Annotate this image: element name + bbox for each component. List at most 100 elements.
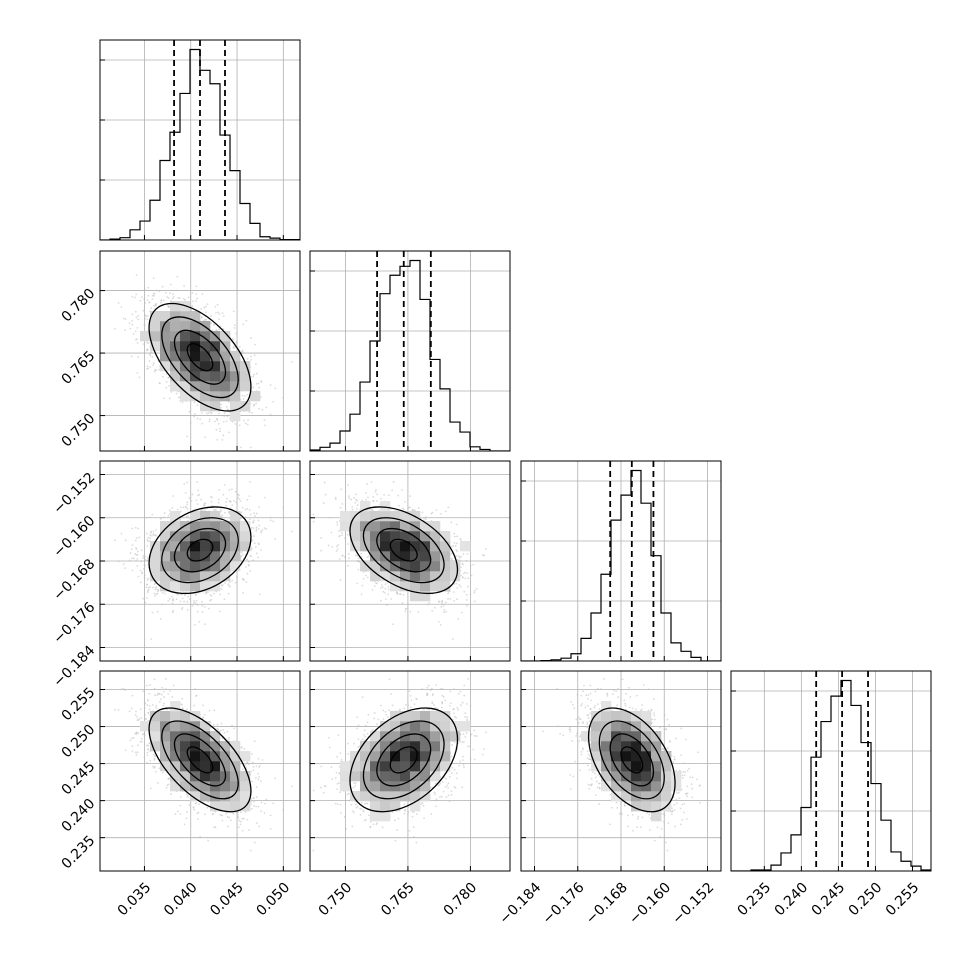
sample-point <box>214 420 216 423</box>
density-cell <box>190 321 201 332</box>
sample-point <box>249 446 252 449</box>
sample-point <box>227 414 229 417</box>
sample-point <box>131 527 134 530</box>
density-cell <box>180 351 191 362</box>
sample-point <box>153 592 156 595</box>
sample-point <box>162 299 165 302</box>
density-cell <box>170 351 181 362</box>
sample-point <box>221 583 224 586</box>
density-cell <box>160 311 171 322</box>
sample-point <box>204 509 206 512</box>
sample-point <box>239 500 242 503</box>
sample-point <box>153 292 156 295</box>
panel-frame <box>309 250 511 452</box>
sample-point <box>230 488 233 491</box>
sample-point <box>250 526 253 529</box>
sample-point <box>155 302 158 305</box>
density-cell <box>220 331 231 342</box>
sample-point <box>195 285 198 288</box>
sample-point <box>172 609 174 612</box>
sample-point <box>218 328 221 331</box>
sample-point <box>122 317 125 320</box>
density-cell <box>190 361 201 372</box>
sample-point <box>117 302 120 304</box>
sample-point <box>245 581 248 584</box>
sample-point <box>145 532 148 535</box>
sample-point <box>206 591 209 594</box>
sample-point <box>203 318 206 321</box>
sample-point <box>168 397 171 400</box>
sample-point <box>203 306 206 309</box>
sample-point <box>138 376 141 379</box>
sample-point <box>192 601 195 604</box>
sample-point <box>258 407 261 410</box>
sample-point <box>240 551 243 554</box>
density-cell <box>170 311 181 322</box>
sample-point <box>247 563 250 566</box>
sample-point <box>228 488 231 491</box>
sample-point <box>212 592 215 595</box>
sample-point <box>234 490 237 493</box>
sample-point <box>225 504 228 507</box>
sample-point <box>249 570 252 572</box>
density-cell <box>200 401 211 412</box>
sample-point <box>245 319 248 322</box>
sample-point <box>131 295 134 298</box>
density-cell <box>160 341 171 352</box>
sample-point <box>162 375 164 378</box>
density-cell <box>210 391 221 402</box>
sample-point <box>146 597 148 599</box>
sample-point <box>210 315 213 318</box>
sample-point <box>255 552 258 555</box>
sample-point <box>252 527 255 530</box>
sample-point <box>264 496 267 499</box>
density-cell <box>200 341 211 352</box>
sample-point <box>170 390 173 393</box>
sample-point <box>146 591 149 594</box>
sample-point <box>208 420 211 423</box>
panel-frame <box>99 39 301 241</box>
density-cell <box>180 341 191 352</box>
sample-point <box>131 557 133 560</box>
scatter-p0-p2 <box>99 460 301 662</box>
density-cell <box>180 391 191 402</box>
density-cell <box>230 401 241 412</box>
sample-point <box>201 610 204 613</box>
sample-point <box>201 412 203 414</box>
density-cell <box>160 351 171 362</box>
density-cell <box>210 351 221 362</box>
contour-line <box>148 302 252 412</box>
sample-point <box>231 579 233 582</box>
sample-point <box>152 277 155 280</box>
sample-point <box>137 550 139 553</box>
sample-point <box>235 501 238 504</box>
sample-point <box>168 384 171 387</box>
sample-point <box>135 553 138 556</box>
sample-point <box>229 581 231 583</box>
sample-point <box>147 286 150 289</box>
sample-point <box>244 516 247 519</box>
sample-point <box>249 513 252 516</box>
sample-point <box>241 394 244 397</box>
sample-point <box>143 555 146 558</box>
sample-point <box>242 352 245 354</box>
density-cell <box>210 341 221 352</box>
sample-point <box>200 509 202 512</box>
sample-point <box>222 493 225 496</box>
sample-point <box>255 402 258 405</box>
sample-point <box>250 337 253 339</box>
sample-point <box>222 434 225 437</box>
sample-point <box>239 446 242 449</box>
density-cell <box>150 331 161 342</box>
sample-point <box>229 500 232 503</box>
sample-point <box>217 498 220 501</box>
sample-point <box>176 593 178 595</box>
sample-point <box>282 396 285 399</box>
sample-point <box>160 517 162 520</box>
density-cell <box>210 371 221 382</box>
sample-point <box>209 411 212 414</box>
sample-point <box>226 408 229 411</box>
sample-point <box>135 537 138 539</box>
sample-point <box>129 327 132 330</box>
sample-point <box>260 549 262 551</box>
